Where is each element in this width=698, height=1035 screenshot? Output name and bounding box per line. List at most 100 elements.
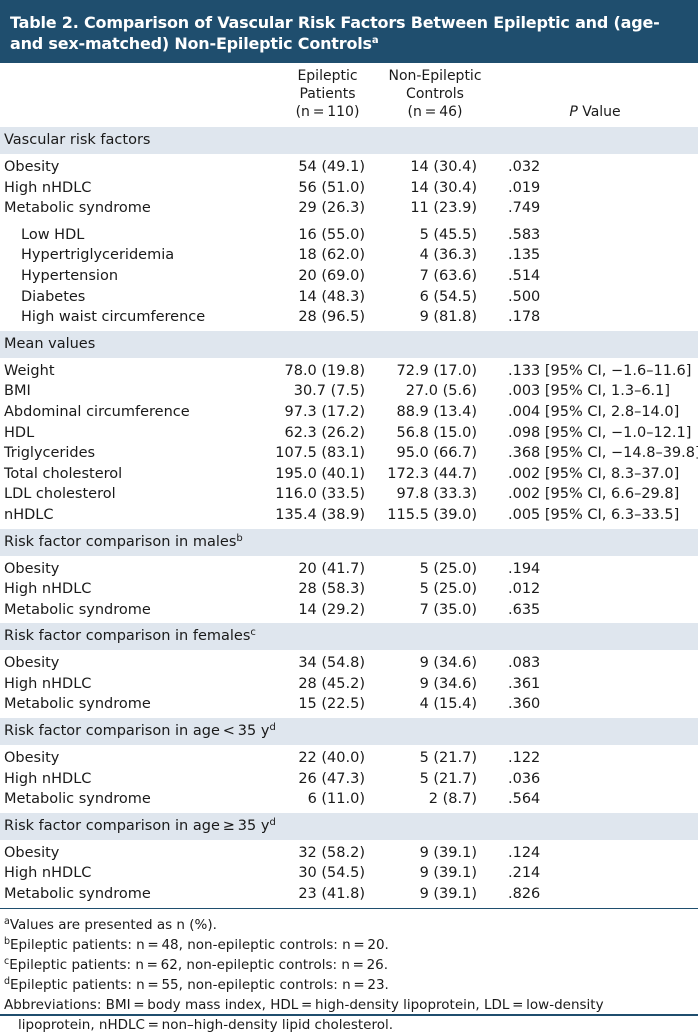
control-value: 4 (36.3): [419, 247, 477, 264]
section-title: Risk factor comparison in age < 35 y: [4, 723, 270, 740]
footnote-text: Epileptic patients: n = 62, non-epilepti…: [9, 956, 389, 973]
p-value: .564: [508, 791, 541, 808]
table-row: nHDLC 135.4 (38.9) 115.5 (39.0) .005 [95% C…: [0, 505, 698, 526]
control-value: 2 (8.7): [428, 791, 477, 808]
column-header-p-value: P Value: [540, 103, 650, 121]
abbreviations-line1: Abbreviations: BMI = body mass index, HD…: [4, 996, 604, 1013]
p-value: .826: [508, 886, 541, 903]
footnote-marker: c: [4, 955, 10, 967]
control-value: 9 (34.6): [419, 675, 477, 692]
table-row: Total cholesterol 195.0 (40.1) 172.3 (44.7…: [0, 464, 698, 485]
control-value: 9 (39.1): [419, 886, 477, 903]
table-row: Obesity 22 (40.0) 5 (21.7) .122: [0, 748, 698, 769]
table-row: High waist circumference 28 (96.5) 9 (81.8…: [0, 307, 698, 328]
row-label: Obesity: [4, 560, 60, 577]
control-value: 172.3 (44.7): [387, 465, 477, 482]
section-title: Mean values: [4, 335, 96, 352]
row-label: Obesity: [4, 750, 60, 767]
column-header: Epileptic Patients (n = 110) Non-Epilept…: [0, 63, 698, 127]
epileptic-value: 14 (48.3): [298, 288, 365, 305]
epileptic-value: 116.0 (33.5): [275, 486, 365, 503]
p-value: .368 [95% CI, −14.8–39.8]: [508, 445, 698, 462]
section-footnote-marker: c: [250, 627, 256, 639]
control-value: 5 (45.5): [419, 226, 477, 243]
row-label: nHDLC: [4, 506, 54, 523]
footnote-marker: b: [4, 935, 11, 947]
control-value: 14 (30.4): [410, 159, 477, 175]
section-header: Risk factor comparison in femalesc: [0, 623, 698, 651]
table-body: Vascular risk factors Obesity 54 (49.1) 14 …: [0, 127, 698, 908]
footnote: bEpileptic patients: n = 48, non-epilept…: [4, 935, 694, 955]
footnote-marker: a: [4, 915, 10, 927]
control-value: 95.0 (66.7): [396, 445, 478, 462]
row-label: Metabolic syndrome: [4, 601, 151, 618]
epileptic-value: 20 (69.0): [298, 267, 365, 284]
epileptic-value: 56 (51.0): [298, 179, 365, 196]
section-rows: Obesity 54 (49.1) 14 (30.4) .032 High nHDLC 5…: [0, 154, 698, 331]
row-label: High nHDLC: [4, 675, 92, 692]
row-label: High nHDLC: [4, 865, 92, 882]
table-row: High nHDLC 28 (45.2) 9 (34.6) .361: [0, 674, 698, 695]
footnote-marker: d: [4, 975, 11, 987]
p-value: .083: [508, 655, 541, 672]
epileptic-value: 107.5 (83.1): [275, 445, 365, 462]
epileptic-value: 97.3 (17.2): [284, 403, 366, 420]
row-label: Metabolic syndrome: [4, 886, 151, 903]
row-label: Hypertension: [21, 267, 119, 284]
section-header: Risk factor comparison in malesb: [0, 528, 698, 556]
control-value: 115.5 (39.0): [387, 506, 477, 523]
column-header-p-italic: P: [569, 104, 578, 120]
control-value: 4 (15.4): [419, 696, 477, 713]
row-label: Total cholesterol: [4, 465, 123, 482]
p-value: .122: [508, 750, 541, 767]
section-title: Risk factor comparison in age ≥ 35 y: [4, 817, 270, 834]
control-value: 5 (25.0): [419, 581, 477, 598]
column-header-epileptic: Epileptic Patients (n = 110): [280, 67, 375, 121]
p-value: .214: [508, 865, 541, 882]
row-label: High waist circumference: [21, 309, 206, 326]
table-row: LDL cholesterol 116.0 (33.5) 97.8 (33.3) .0…: [0, 484, 698, 505]
p-value: .002 [95% CI, 8.3–37.0]: [508, 465, 680, 482]
table-row: Metabolic syndrome 23 (41.8) 9 (39.1) .826: [0, 884, 698, 905]
control-value: 9 (81.8): [419, 309, 477, 326]
row-label: HDL: [4, 424, 35, 441]
table-row: Obesity 54 (49.1) 14 (30.4) .032: [0, 157, 698, 178]
epileptic-value: 16 (55.0): [298, 226, 365, 243]
table-row: Abdominal circumference 97.3 (17.2) 88.9 (…: [0, 402, 698, 423]
control-value: 6 (54.5): [419, 288, 477, 305]
p-value: .135: [508, 247, 541, 264]
table-row: Low HDL 16 (55.0) 5 (45.5) .583: [0, 225, 698, 246]
table-row: Hypertriglyceridemia 18 (62.0) 4 (36.3) .13…: [0, 245, 698, 266]
row-label: Metabolic syndrome: [4, 791, 151, 808]
row-label: Weight: [4, 362, 55, 379]
p-value: .012: [508, 581, 541, 598]
table-row: High nHDLC 28 (58.3) 5 (25.0) .012: [0, 579, 698, 600]
column-header-epileptic-line2: Patients: [299, 86, 356, 102]
p-value: .360: [508, 696, 541, 713]
p-value: .583: [508, 226, 541, 243]
control-value: 9 (39.1): [419, 844, 477, 861]
row-label: Metabolic syndrome: [4, 696, 151, 713]
row-label: Obesity: [4, 844, 60, 861]
epileptic-value: 18 (62.0): [298, 247, 365, 264]
p-value: .361: [508, 675, 541, 692]
p-value: .019: [508, 179, 541, 196]
row-label: BMI: [4, 383, 31, 400]
section-header: Risk factor comparison in age ≥ 35 yd: [0, 812, 698, 840]
p-value: .003 [95% CI, 1.3–6.1]: [508, 383, 671, 400]
control-value: 56.8 (15.0): [396, 424, 478, 441]
table-bottom-rule: [0, 907, 698, 909]
control-value: 5 (21.7): [419, 750, 477, 767]
section-title: Risk factor comparison in females: [4, 628, 251, 645]
row-label: High nHDLC: [4, 770, 92, 787]
p-value: .749: [508, 200, 541, 217]
p-value: .005 [95% CI, 6.3–33.5]: [508, 506, 680, 523]
p-value: .194: [508, 560, 541, 577]
epileptic-value: 6 (11.0): [307, 791, 365, 808]
control-value: 14 (30.4): [410, 179, 477, 196]
section-title: Vascular risk factors: [4, 132, 151, 148]
epileptic-value: 54 (49.1): [298, 159, 365, 175]
epileptic-value: 23 (41.8): [298, 886, 365, 903]
epileptic-value: 14 (29.2): [298, 601, 365, 618]
column-header-controls-line3: (n = 46): [407, 104, 463, 120]
